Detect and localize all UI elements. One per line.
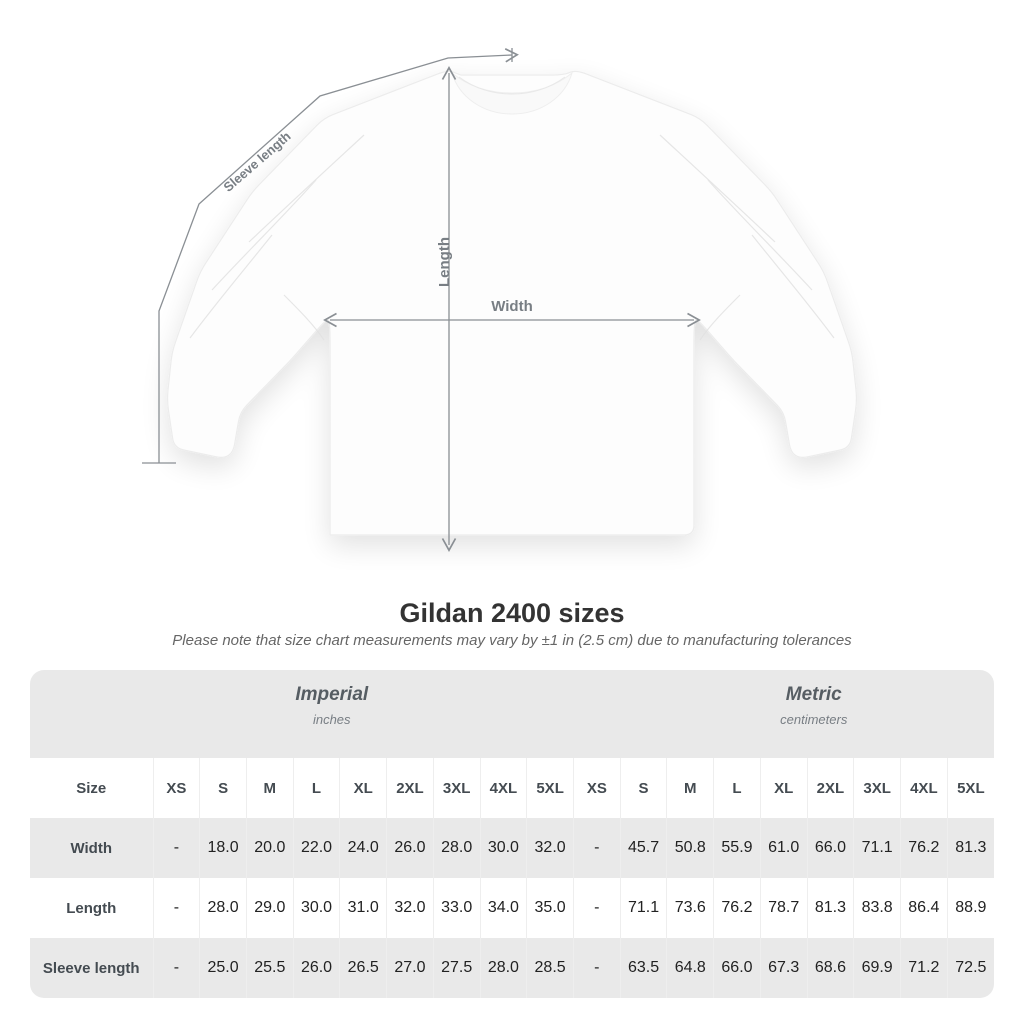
svg-text:Length: Length	[436, 237, 453, 287]
svg-text:Width: Width	[491, 298, 533, 315]
